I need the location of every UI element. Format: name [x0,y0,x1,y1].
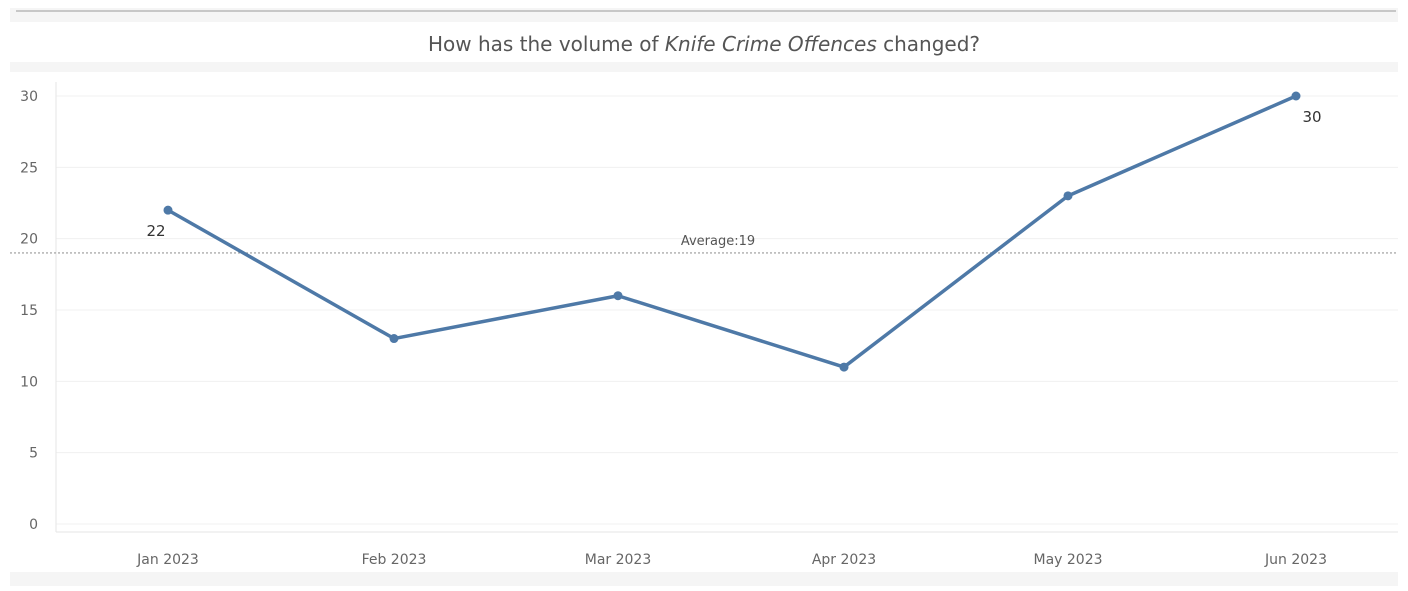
data-point [163,205,173,215]
chart-title: How has the volume of Knife Crime Offenc… [10,22,1398,62]
x-tick-label: May 2023 [1033,552,1102,568]
y-tick-label: 20 [20,232,38,248]
data-point [613,291,623,301]
data-label: 22 [146,222,165,240]
line-chart: 0 5 10 15 20 25 30 Average:19 Jan 2023 Feb 2023 Ma… [10,82,1398,568]
plot-area: 0 5 10 15 20 25 30 Average:19 Jan 2023 Feb 2023 Ma… [10,72,1398,572]
x-tick-label: Jun 2023 [1264,552,1327,568]
x-tick-label: Feb 2023 [362,552,427,568]
x-tick-label: Apr 2023 [812,552,876,568]
top-divider [16,10,1396,12]
data-point [389,334,399,344]
data-point [1063,191,1073,201]
chart-title-prefix: How has the volume of [427,32,665,56]
data-label: 30 [1302,108,1321,126]
y-tick-label: 0 [29,517,38,533]
average-reference-label: Average:19 [681,234,755,249]
chart-title-suffix: changed? [876,32,981,56]
series-line [166,94,1298,369]
x-tick-label: Mar 2023 [585,552,652,568]
y-tick-label: 10 [20,374,38,390]
y-tick-label: 15 [20,303,38,319]
data-point [1291,91,1301,101]
x-tick-label: Jan 2023 [136,552,199,568]
y-tick-label: 25 [20,160,38,176]
y-tick-label: 5 [29,446,38,462]
chart-title-emphasis: Knife Crime Offences [664,32,877,56]
y-tick-label: 30 [20,89,38,105]
data-point [839,362,849,372]
